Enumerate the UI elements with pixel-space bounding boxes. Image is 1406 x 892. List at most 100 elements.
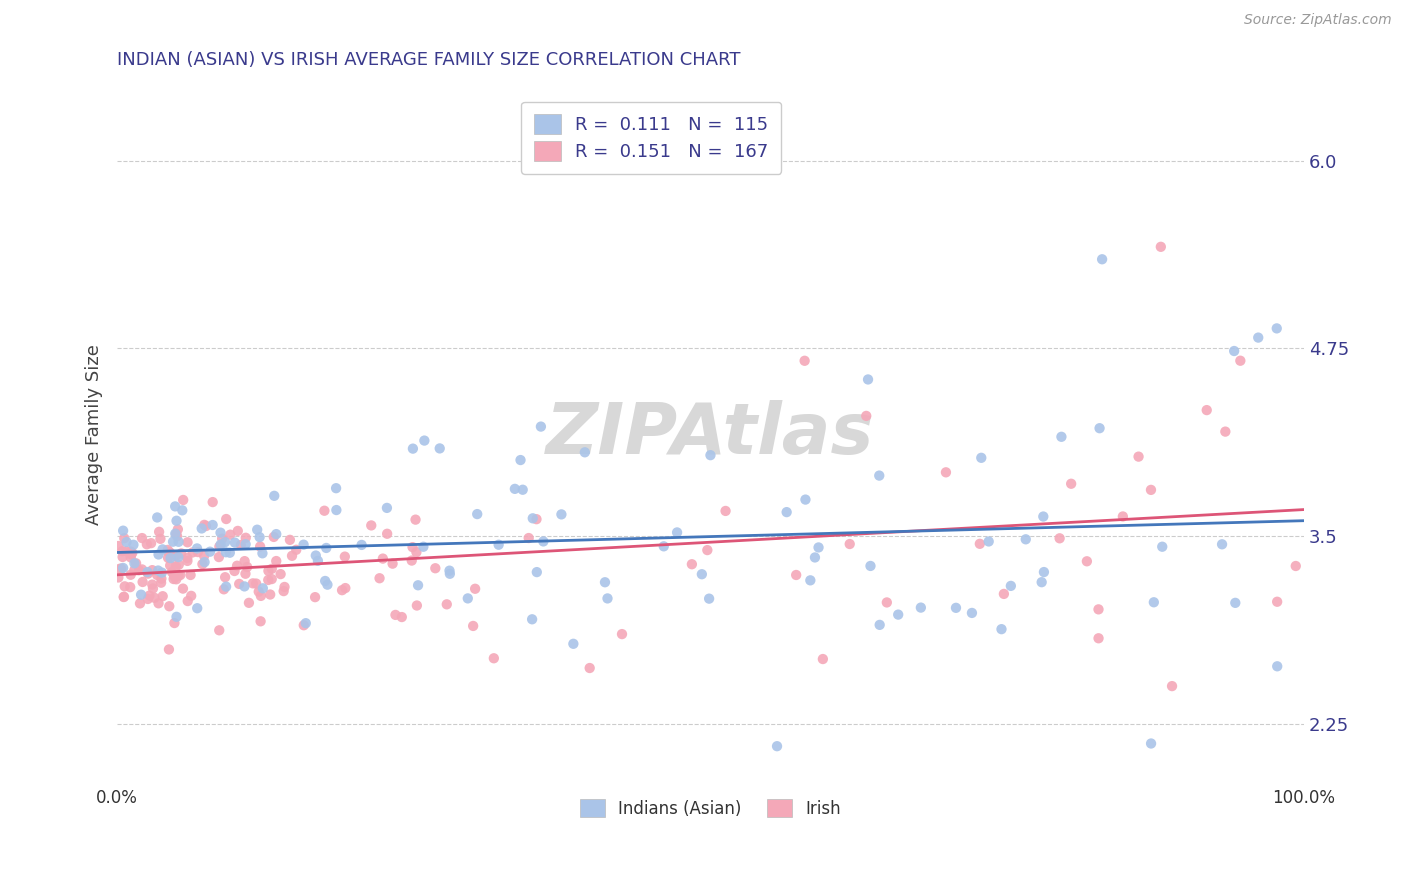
Point — [610, 627, 633, 641]
Point — [1265, 595, 1288, 609]
Point — [292, 538, 315, 552]
Point — [652, 539, 675, 553]
Point — [574, 445, 596, 459]
Point — [807, 541, 830, 555]
Point — [509, 453, 531, 467]
Point — [176, 551, 198, 566]
Point — [263, 489, 285, 503]
Point — [666, 525, 689, 540]
Point — [211, 532, 233, 546]
Point — [108, 562, 131, 576]
Point — [112, 561, 135, 575]
Point — [224, 564, 246, 578]
Point — [169, 568, 191, 582]
Point — [208, 540, 231, 554]
Point — [1000, 579, 1022, 593]
Point — [165, 526, 187, 541]
Point — [304, 590, 326, 604]
Point — [517, 531, 540, 545]
Point — [246, 523, 269, 537]
Point — [143, 591, 166, 605]
Point — [124, 557, 146, 571]
Point — [226, 524, 249, 538]
Point — [463, 619, 485, 633]
Point — [150, 575, 173, 590]
Point — [1128, 450, 1150, 464]
Point — [165, 549, 187, 563]
Point — [257, 564, 280, 578]
Point — [167, 558, 190, 572]
Point — [193, 549, 215, 563]
Point — [159, 545, 181, 559]
Point — [384, 607, 406, 622]
Point — [439, 566, 461, 581]
Point — [264, 554, 287, 568]
Point — [172, 493, 194, 508]
Point — [165, 572, 187, 586]
Point — [146, 510, 169, 524]
Point — [856, 372, 879, 386]
Point — [208, 624, 231, 638]
Point — [172, 582, 194, 596]
Point — [219, 527, 242, 541]
Point — [887, 607, 910, 622]
Point — [245, 576, 267, 591]
Point — [215, 580, 238, 594]
Point — [136, 565, 159, 579]
Point — [128, 563, 150, 577]
Point — [215, 512, 238, 526]
Point — [699, 448, 721, 462]
Point — [550, 508, 572, 522]
Point — [278, 533, 301, 547]
Point — [191, 557, 214, 571]
Point — [149, 532, 172, 546]
Point — [1076, 554, 1098, 568]
Point — [181, 545, 204, 559]
Point — [156, 542, 179, 557]
Point — [531, 534, 554, 549]
Point — [228, 577, 250, 591]
Point — [162, 534, 184, 549]
Point — [375, 526, 398, 541]
Point — [876, 595, 898, 609]
Point — [465, 507, 488, 521]
Point — [141, 563, 163, 577]
Point — [252, 582, 274, 596]
Point — [180, 568, 202, 582]
Point — [201, 495, 224, 509]
Point — [593, 575, 616, 590]
Point — [111, 549, 134, 564]
Point — [242, 576, 264, 591]
Point — [1015, 533, 1038, 547]
Point — [110, 561, 132, 575]
Point — [167, 550, 190, 565]
Point — [325, 481, 347, 495]
Point — [229, 538, 252, 552]
Point — [281, 549, 304, 563]
Point — [176, 554, 198, 568]
Point — [696, 543, 718, 558]
Point — [107, 570, 129, 584]
Point — [209, 537, 232, 551]
Point — [1140, 483, 1163, 497]
Point — [402, 442, 425, 456]
Point — [1211, 537, 1233, 551]
Point — [405, 545, 427, 559]
Point — [307, 554, 329, 568]
Point — [148, 524, 170, 539]
Point — [714, 504, 737, 518]
Point — [1223, 344, 1246, 359]
Point — [163, 569, 186, 583]
Point — [977, 534, 1000, 549]
Point — [401, 540, 423, 554]
Point — [412, 540, 434, 554]
Point — [1060, 476, 1083, 491]
Point — [212, 582, 235, 597]
Point — [209, 525, 232, 540]
Point — [159, 551, 181, 566]
Point — [330, 583, 353, 598]
Point — [530, 419, 553, 434]
Point — [273, 584, 295, 599]
Point — [969, 537, 991, 551]
Point — [249, 540, 271, 554]
